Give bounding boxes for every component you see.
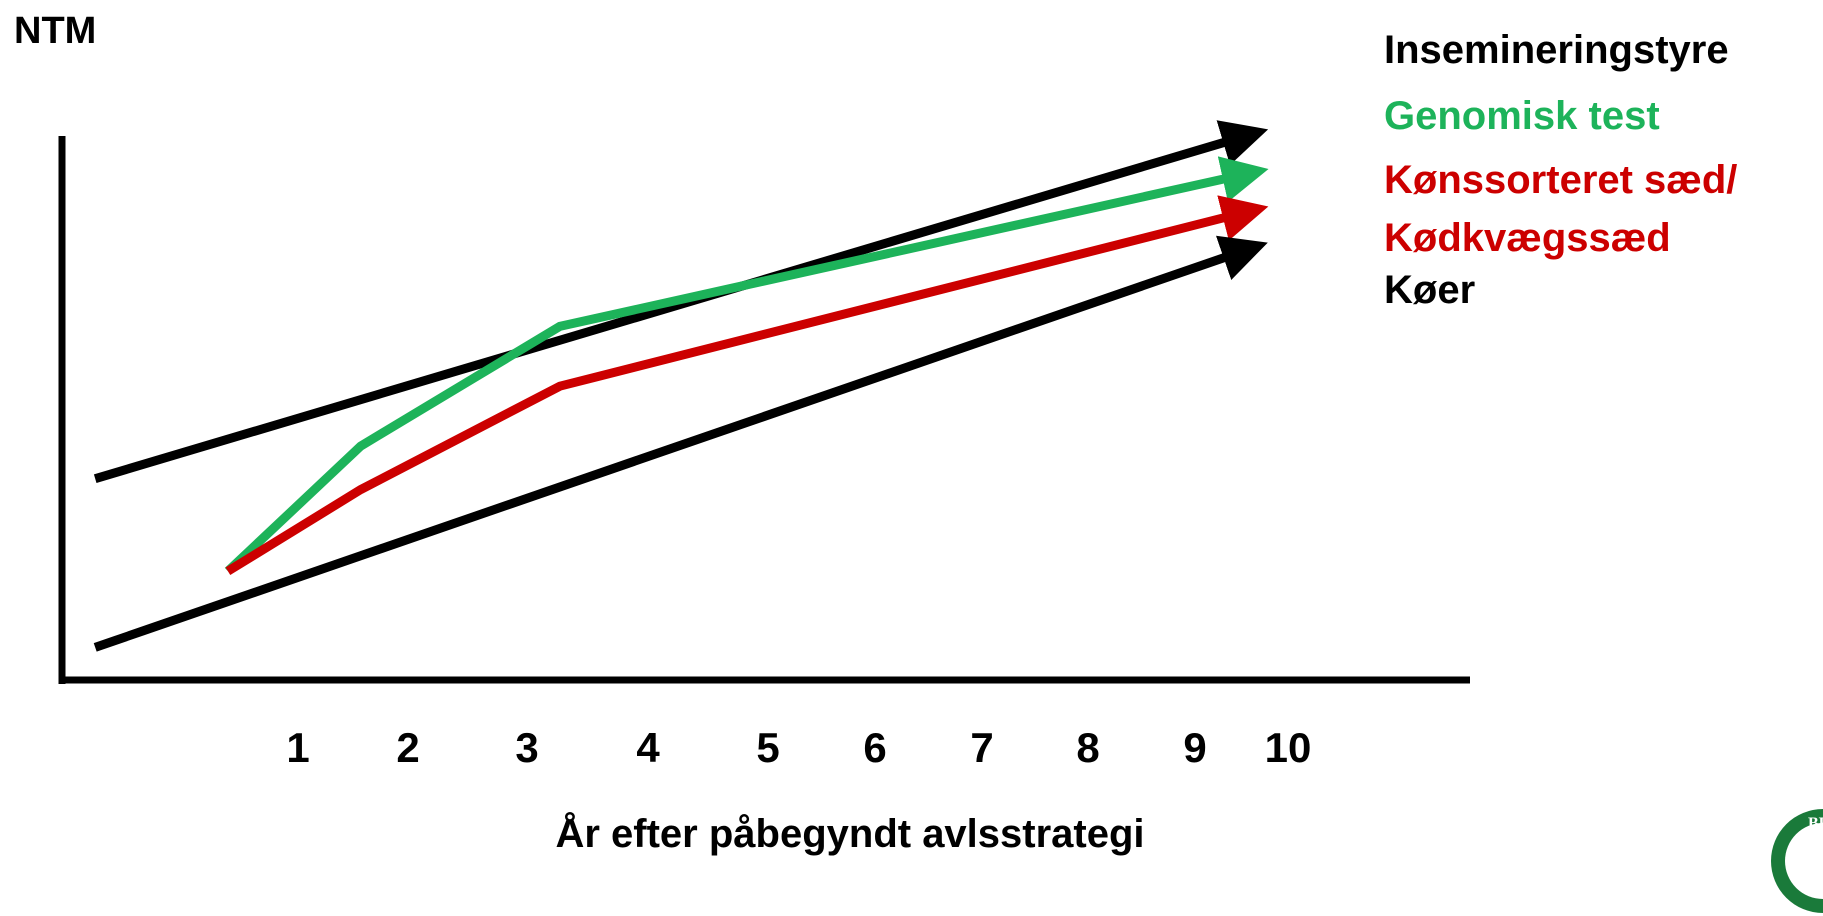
- legend-text: Kønssorteret sæd/: [1384, 158, 1738, 202]
- legend-line-4: Kødkvægssæd: [1384, 216, 1671, 261]
- x-axis-label: År efter påbegyndt avlsstrategi: [555, 812, 1145, 856]
- x-tick-label: 10: [1265, 724, 1312, 771]
- legend-line-3: Kønssorteret sæd/: [1384, 158, 1737, 203]
- series-line-4: [93, 235, 1268, 652]
- x-tick-label: 3: [515, 724, 538, 771]
- university-seal-icon: BRU: [1771, 809, 1823, 913]
- x-tick-label: 8: [1076, 724, 1099, 771]
- svg-text:BRU: BRU: [1808, 815, 1823, 832]
- series-line-1: [93, 120, 1269, 484]
- chart: 1 2 3 4 5 6 7 8 9 10: [58, 120, 1470, 771]
- legend-line-2: Genomisk test: [1384, 94, 1660, 139]
- legend-text: Køer: [1384, 268, 1476, 312]
- y-axis-label: NTM: [14, 10, 97, 52]
- x-tick-label: 4: [636, 724, 660, 771]
- x-tick-label: 9: [1183, 724, 1206, 771]
- x-tick-label: 2: [396, 724, 419, 771]
- x-tick-label: 6: [863, 724, 886, 771]
- series-line-2: [224, 156, 1269, 575]
- legend-text: Insemineringstyre: [1384, 28, 1729, 72]
- legend-line-1: Insemineringstyre: [1384, 28, 1729, 73]
- series-line-3: [225, 195, 1269, 576]
- x-tick-label: 1: [286, 724, 309, 771]
- chart-axes: [58, 136, 1470, 684]
- legend-text: Kødkvægssæd: [1384, 216, 1671, 260]
- chart-series: [93, 120, 1269, 652]
- legend-text: Genomisk test: [1384, 94, 1660, 138]
- x-tick-label: 5: [756, 724, 779, 771]
- chart-x-ticks: 1 2 3 4 5 6 7 8 9 10: [286, 724, 1311, 771]
- legend-line-5: Køer: [1384, 268, 1475, 313]
- x-tick-label: 7: [970, 724, 993, 771]
